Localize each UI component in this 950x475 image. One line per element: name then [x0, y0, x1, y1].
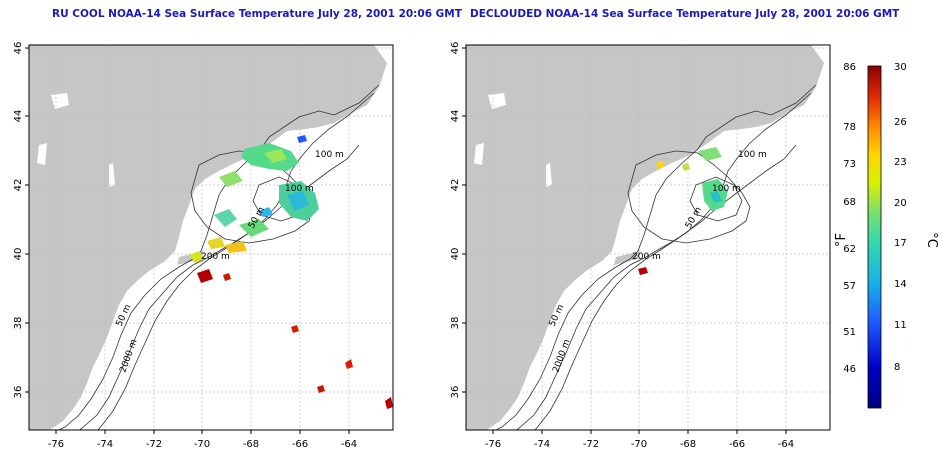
colorbar-f-tick: 57	[843, 281, 856, 292]
colorbar-c-tick: 17	[894, 238, 907, 249]
left-y-tick-labels: 46 44 42 40 38 36	[13, 42, 24, 399]
right-xtick: -72	[583, 439, 599, 450]
colorbar-c-tick: 8	[894, 362, 900, 373]
right-label-200m: 200 m	[632, 252, 661, 262]
right-xtick: -70	[631, 439, 647, 450]
colorbar-f-tick: 62	[843, 244, 856, 255]
right-label-100m-b: 100 m	[712, 184, 741, 194]
left-xtick: -66	[292, 439, 308, 450]
right-ytick: 46	[450, 42, 461, 55]
right-sst-patches	[638, 147, 728, 275]
left-map-border	[28, 44, 394, 431]
right-ytick: 36	[450, 386, 461, 399]
left-graticule	[29, 45, 393, 430]
right-graticule	[466, 45, 830, 430]
colorbar-c-tick: 30	[894, 62, 907, 73]
colorbar-f-tick: 46	[843, 364, 856, 375]
left-map: 100 m 100 m 50 m 200 m 50 m 2000 m -76 -…	[13, 42, 394, 450]
left-label-200m: 200 m	[201, 252, 230, 262]
colorbar-c-tick: 23	[894, 157, 907, 168]
left-ytick: 38	[13, 317, 24, 330]
left-xtick: -68	[243, 439, 259, 450]
right-xtick: -74	[534, 439, 550, 450]
right-map-border	[465, 44, 831, 431]
left-xtick: -70	[194, 439, 210, 450]
colorbar-c-tick: 14	[894, 279, 907, 290]
colorbar-f-ticks: 86 78 73 68 62 57 51 46	[843, 62, 856, 375]
left-ytick: 46	[13, 42, 24, 55]
right-label-100m-a: 100 m	[738, 150, 767, 160]
left-sst-patches	[189, 135, 393, 409]
right-xtick: -64	[778, 439, 794, 450]
right-xtick: -68	[680, 439, 696, 450]
left-ytick: 40	[13, 248, 24, 261]
right-x-tick-labels: -76 -74 -72 -70 -68 -66 -64	[485, 439, 794, 450]
colorbar: 86 78 73 68 62 57 51 46 30 26 23 20 17 1…	[834, 62, 939, 409]
colorbar-c-tick: 20	[894, 198, 907, 209]
left-xtick: -74	[97, 439, 113, 450]
colorbar-f-tick: 51	[843, 327, 856, 338]
left-xtick: -76	[48, 439, 64, 450]
colorbar-c-unit: °C	[924, 232, 939, 248]
left-xtick: -72	[146, 439, 162, 450]
colorbar-f-tick: 86	[843, 62, 856, 73]
left-x-tick-labels: -76 -74 -72 -70 -68 -66 -64	[48, 439, 357, 450]
left-label-100m-b: 100 m	[285, 184, 314, 194]
right-xtick: -76	[485, 439, 501, 450]
right-panel-title: DECLOUDED NOAA-14 Sea Surface Temperatur…	[470, 8, 900, 20]
right-ytick: 44	[450, 110, 461, 123]
right-y-tick-labels: 46 44 42 40 38 36	[450, 42, 461, 399]
right-ytick: 40	[450, 248, 461, 261]
left-xtick: -64	[341, 439, 357, 450]
right-ytick: 38	[450, 317, 461, 330]
right-ytick: 42	[450, 179, 461, 192]
left-label-100m-a: 100 m	[315, 150, 344, 160]
left-panel-title: RU COOL NOAA-14 Sea Surface Temperature …	[52, 8, 462, 20]
right-map: 100 m 100 m 50 m 200 m 50 m 2000 m -76 -…	[450, 42, 831, 450]
right-xtick: -66	[729, 439, 745, 450]
left-ytick: 44	[13, 110, 24, 123]
colorbar-f-tick: 73	[843, 159, 856, 170]
colorbar-c-ticks: 30 26 23 20 17 14 11 8	[894, 62, 907, 373]
colorbar-f-unit: °F	[834, 233, 849, 247]
left-ytick: 42	[13, 179, 24, 192]
colorbar-f-tick: 78	[843, 122, 856, 133]
left-ytick: 36	[13, 386, 24, 399]
colorbar-c-tick: 11	[894, 320, 907, 331]
colorbar-f-tick: 68	[843, 197, 856, 208]
colorbar-c-tick: 26	[894, 117, 907, 128]
colorbar-gradient	[867, 65, 882, 409]
